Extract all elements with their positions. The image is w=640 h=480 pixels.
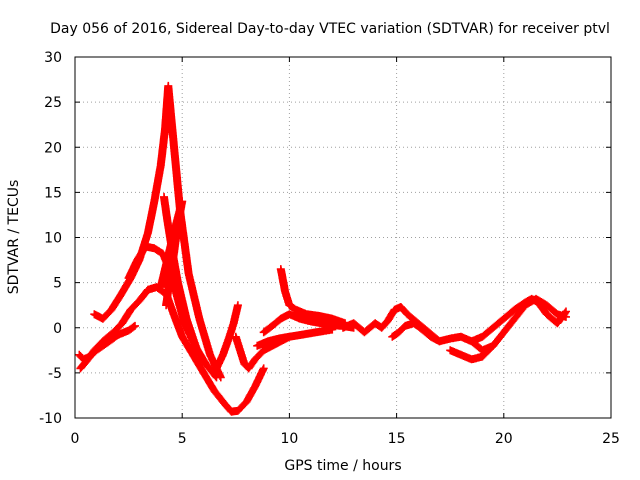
y-tick-label: -5 xyxy=(48,366,62,382)
data-series xyxy=(75,81,570,416)
x-tick-label: 20 xyxy=(495,431,513,447)
x-tick-label: 0 xyxy=(71,431,80,447)
y-tick-label: 30 xyxy=(44,50,62,66)
series-arc-11 xyxy=(253,325,337,350)
series-arc-7 xyxy=(210,301,242,377)
series-arc-2 xyxy=(76,283,268,416)
series-arc-10 xyxy=(276,265,350,328)
data-point-markers xyxy=(253,325,337,350)
y-tick-label: 10 xyxy=(44,231,62,247)
series-arc-15 xyxy=(467,294,570,346)
data-point-markers xyxy=(76,283,268,416)
x-tick-label: 10 xyxy=(280,431,298,447)
y-tick-label: 20 xyxy=(44,140,62,156)
x-axis-label: GPS time / hours xyxy=(284,458,401,474)
data-point-markers xyxy=(210,301,242,377)
x-tick-label: 15 xyxy=(388,431,406,447)
y-tick-label: 0 xyxy=(53,321,62,337)
plot-frame xyxy=(74,56,612,419)
y-tick-label: 5 xyxy=(53,276,62,292)
data-point-markers xyxy=(467,294,570,346)
x-tick-label: 25 xyxy=(602,431,620,447)
data-point-markers xyxy=(276,265,350,328)
series-arc-6 xyxy=(160,192,202,355)
data-point-markers xyxy=(160,192,202,355)
y-tick-label: -10 xyxy=(39,411,62,427)
y-axis-label: SDTVAR / TECUs xyxy=(6,180,22,295)
y-tick-label: 15 xyxy=(44,185,62,201)
x-tick-label: 5 xyxy=(178,431,187,447)
chart-title: Day 056 of 2016, Sidereal Day-to-day VTE… xyxy=(50,21,610,37)
y-tick-label: 25 xyxy=(44,95,62,111)
